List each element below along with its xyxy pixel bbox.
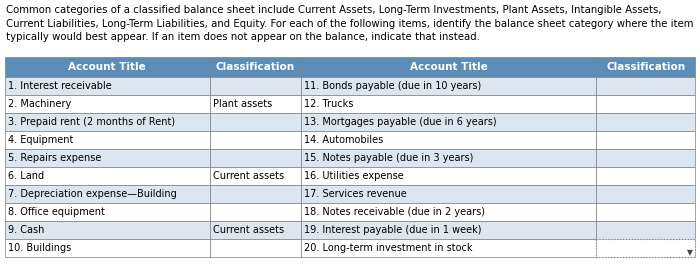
Text: 18. Notes receivable (due in 2 years): 18. Notes receivable (due in 2 years) <box>304 207 484 217</box>
Bar <box>596 167 695 185</box>
Bar <box>301 113 596 131</box>
Bar <box>210 239 301 257</box>
Bar <box>301 185 596 203</box>
Bar <box>301 131 596 149</box>
Text: 5. Repairs expense: 5. Repairs expense <box>8 153 101 163</box>
Bar <box>210 77 301 95</box>
Bar <box>301 221 596 239</box>
Text: 14. Automobiles: 14. Automobiles <box>304 135 383 145</box>
Bar <box>210 167 301 185</box>
Text: 8. Office equipment: 8. Office equipment <box>8 207 105 217</box>
Bar <box>301 149 596 167</box>
Bar <box>596 203 695 221</box>
Bar <box>301 57 596 77</box>
Bar <box>5 113 210 131</box>
Text: Account Title: Account Title <box>69 62 146 72</box>
Bar <box>596 95 695 113</box>
Bar <box>5 221 210 239</box>
Text: Classification: Classification <box>606 62 685 72</box>
Bar <box>5 131 210 149</box>
Bar <box>596 185 695 203</box>
Text: 15. Notes payable (due in 3 years): 15. Notes payable (due in 3 years) <box>304 153 473 163</box>
Bar <box>596 239 695 257</box>
Text: 12. Trucks: 12. Trucks <box>304 99 353 109</box>
Text: Classification: Classification <box>216 62 295 72</box>
Bar <box>301 167 596 185</box>
Text: Common categories of a classified balance sheet include Current Assets, Long-Ter: Common categories of a classified balanc… <box>6 5 694 42</box>
Bar <box>596 131 695 149</box>
Text: 4. Equipment: 4. Equipment <box>8 135 74 145</box>
Bar <box>301 239 596 257</box>
Bar <box>596 77 695 95</box>
Text: 19. Interest payable (due in 1 week): 19. Interest payable (due in 1 week) <box>304 225 481 235</box>
Bar <box>596 221 695 239</box>
Bar <box>5 149 210 167</box>
Text: 1. Interest receivable: 1. Interest receivable <box>8 81 112 91</box>
Text: 2. Machinery: 2. Machinery <box>8 99 71 109</box>
Bar <box>210 221 301 239</box>
Text: 20. Long-term investment in stock: 20. Long-term investment in stock <box>304 243 473 253</box>
Bar <box>596 149 695 167</box>
Text: 10. Buildings: 10. Buildings <box>8 243 71 253</box>
Text: 13. Mortgages payable (due in 6 years): 13. Mortgages payable (due in 6 years) <box>304 117 496 127</box>
Text: Current assets: Current assets <box>213 225 284 235</box>
Bar <box>210 113 301 131</box>
Bar <box>210 95 301 113</box>
Bar <box>5 239 210 257</box>
Bar <box>210 131 301 149</box>
Bar <box>210 149 301 167</box>
Bar <box>5 95 210 113</box>
Text: 9. Cash: 9. Cash <box>8 225 44 235</box>
Text: 17. Services revenue: 17. Services revenue <box>304 189 407 199</box>
Text: 11. Bonds payable (due in 10 years): 11. Bonds payable (due in 10 years) <box>304 81 481 91</box>
Bar <box>301 203 596 221</box>
Bar <box>5 57 210 77</box>
Text: 6. Land: 6. Land <box>8 171 44 181</box>
Bar <box>5 77 210 95</box>
Text: 16. Utilities expense: 16. Utilities expense <box>304 171 403 181</box>
Bar <box>5 185 210 203</box>
Bar <box>5 203 210 221</box>
Bar <box>5 167 210 185</box>
Bar <box>596 239 695 257</box>
Bar <box>596 113 695 131</box>
Text: 7. Depreciation expense—Building: 7. Depreciation expense—Building <box>8 189 176 199</box>
Text: Plant assets: Plant assets <box>213 99 272 109</box>
Bar <box>210 185 301 203</box>
Text: Current assets: Current assets <box>213 171 284 181</box>
Bar <box>301 77 596 95</box>
Text: ▼: ▼ <box>687 249 693 257</box>
Bar <box>210 203 301 221</box>
Text: 3. Prepaid rent (2 months of Rent): 3. Prepaid rent (2 months of Rent) <box>8 117 175 127</box>
Bar <box>301 95 596 113</box>
Bar <box>596 57 695 77</box>
Text: Account Title: Account Title <box>410 62 487 72</box>
Bar <box>210 57 301 77</box>
